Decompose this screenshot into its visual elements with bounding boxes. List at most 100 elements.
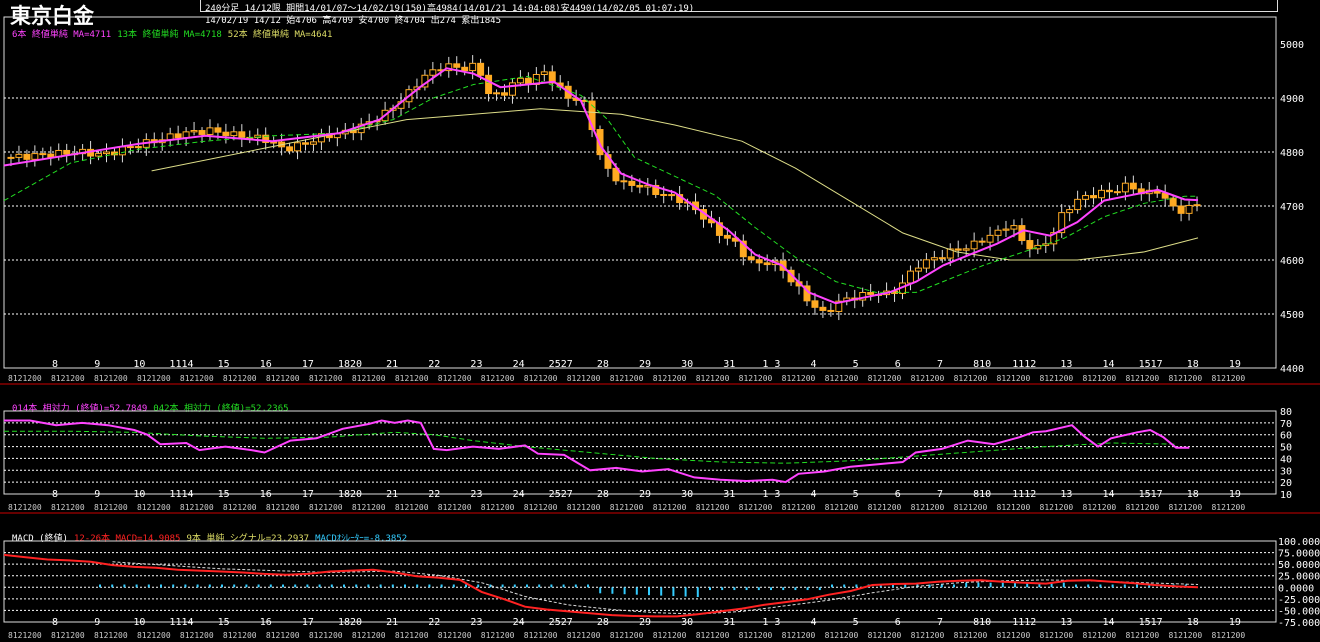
rsi-date-label: 21 [386,489,398,500]
macd-date-label: 5 [853,617,859,628]
candle-body [1193,204,1201,207]
rsi-ytick-label: 30 [1280,466,1292,477]
candle-body [962,248,970,251]
candle-body [286,146,294,152]
rsi-session-label: 8121200 [1211,503,1245,512]
candle-body [469,62,477,72]
header-ohlc-line: 14/02/19 14/12 始4706 高4709 安4700 終4704 出… [205,16,501,26]
rsi-date-label: 14 [1102,489,1114,500]
rsi-session-label: 8121200 [567,503,601,512]
header-period-line: 240分足 14/12限 期間14/01/07～14/02/19(150)高49… [205,4,695,14]
rsi-session-label: 8121200 [868,503,902,512]
price-ytick-label: 5000 [1280,40,1304,51]
macd-session-label: 8121200 [524,631,558,640]
candle-body [23,153,31,160]
candle-body [540,71,548,76]
macd-session-label: 8121200 [653,631,687,640]
price-session-label: 8121200 [653,374,687,383]
price-ytick-label: 4900 [1280,94,1304,105]
price-session-label: 8121200 [395,374,429,383]
price-date-label: 31 [723,359,735,370]
candle-body [1185,204,1193,214]
price-session-label: 8121200 [567,374,601,383]
candle-body [1026,240,1034,250]
candle-body [262,134,270,143]
price-session-label: 8121200 [51,374,85,383]
rsi-date-label: 4 [811,489,817,500]
rsi-session-label: 8121200 [481,503,515,512]
rsi-date-label: 8 [52,489,58,500]
candle-body [986,234,994,243]
macd-panel-frame [3,540,1277,623]
rsi-date-label: 10 [133,489,145,500]
candle-body [31,153,39,160]
macd-date-label: 2527 [549,617,573,628]
candle-body [477,62,485,76]
candle-body [811,300,819,308]
candle-body [15,153,23,158]
rsi-session-label: 8121200 [610,503,644,512]
macd-session-label: 8121200 [610,631,644,640]
price-session-label: 8121200 [1125,374,1159,383]
price-date-label: 18 [1187,359,1199,370]
price-session-label: 8121200 [954,374,988,383]
rsi-session-label: 8121200 [309,503,343,512]
rsi-session-label: 8121200 [1040,503,1074,512]
candle-body [508,82,516,96]
candle-body [867,292,875,295]
macd-legend-item-1: 12-26本 MACD=14.9085 [73,534,181,544]
candle-body [978,240,986,243]
price-date-label: 19 [1229,359,1241,370]
rsi-ytick-label: 50 [1280,443,1292,454]
rsi-session-label: 8121200 [438,503,472,512]
rsi-ytick-label: 10 [1280,490,1292,501]
candle-body [827,309,835,312]
candle-body [485,74,493,95]
candle-body [755,259,763,264]
price-date-label: 14 [1102,359,1114,370]
rsi-session-label: 8121200 [954,503,988,512]
macd-legend: MACD (終値) 12-26本 MACD=14.9085 9本 単純 シグナル=2… [12,531,413,544]
candle-body [739,240,747,258]
macd-date-label: 16 [260,617,272,628]
price-session-label: 8121200 [94,374,128,383]
rsi-date-label: 2527 [549,489,573,500]
macd-session-label: 8121200 [266,631,300,640]
macd-date-label: 15 [218,617,230,628]
macd-date-label: 8 [52,617,58,628]
macd-session-label: 8121200 [696,631,730,640]
macd-date-label: 9 [94,617,100,628]
price-session-label: 8121200 [1083,374,1117,383]
candle-body [1098,189,1105,199]
ma6-line [3,67,1199,305]
macd-session-label: 8121200 [309,631,343,640]
rsi-date-label: 1820 [338,489,362,500]
rsi-session-label: 8121200 [825,503,859,512]
candle-body [628,180,636,186]
macd-session-label: 8121200 [352,631,386,640]
rsi-date-label: 22 [428,489,440,500]
macd-ytick-label: 50.0000 [1278,560,1320,571]
price-ytick-label: 4700 [1280,202,1304,213]
candle-body [819,306,827,311]
rsi-session-label: 8121200 [51,503,85,512]
price-date-label: 810 [973,359,991,370]
rsi-date-label: 23 [470,489,482,500]
price-session-label: 8121200 [696,374,730,383]
candle-body [1105,189,1113,193]
candle-body [118,146,126,156]
macd-session-label: 8121200 [1168,631,1202,640]
candle-body [1010,225,1018,230]
rsi-panel-frame [3,410,1277,495]
price-date-label: 21 [386,359,398,370]
macd-session-label: 8121200 [1125,631,1159,640]
macd-ytick-label: 25.0000 [1278,572,1320,583]
candle-body [652,184,660,195]
macd-date-label: 7 [937,617,943,628]
price-legend-item-0: 6本 終値単純 MA=4711 [12,30,112,40]
price-session-label: 8121200 [868,374,902,383]
candle-body [1002,228,1010,231]
price-legend: 6本 終値単純 MA=4711 13本 終値単純 MA=4718 52本 終値単純 … [12,27,338,40]
price-ytick-label: 4600 [1280,256,1304,267]
price-ytick-label: 4500 [1280,310,1304,321]
